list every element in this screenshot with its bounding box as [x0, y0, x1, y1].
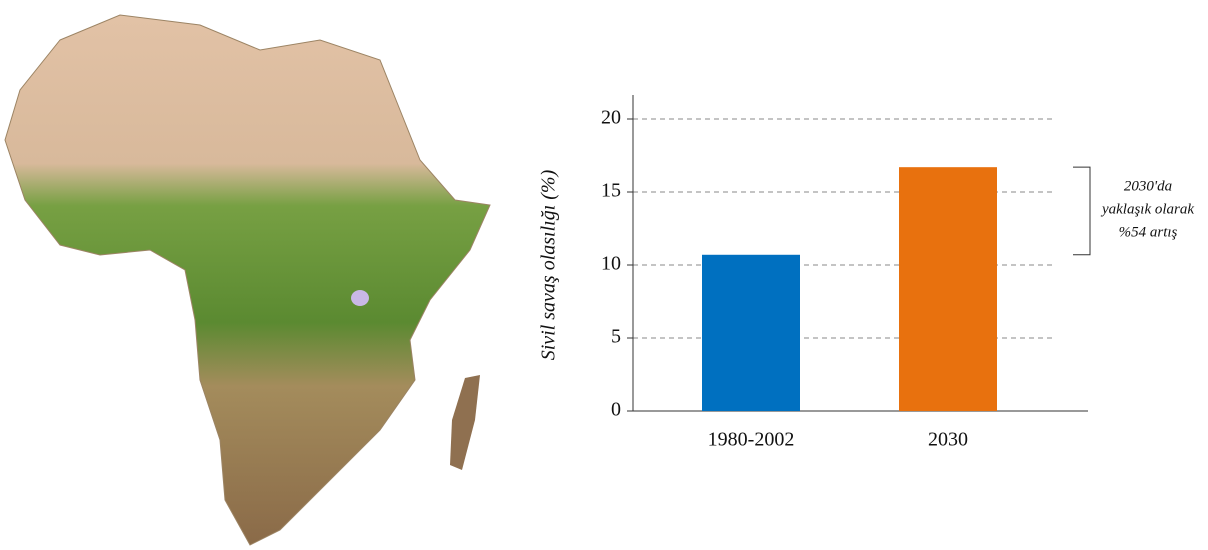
africa-map: [5, 15, 490, 545]
continent: [5, 15, 490, 545]
y-axis-label: Sivil savaş olasılığı (%): [538, 169, 560, 360]
x-tick-label: 2030: [928, 429, 968, 451]
y-tick-label: 0: [611, 399, 621, 421]
annotation: %54 artış: [1119, 224, 1178, 240]
y-tick-label: 20: [601, 107, 621, 129]
y-tick-label: 5: [611, 326, 621, 348]
x-tick-label: 1980-2002: [708, 429, 795, 451]
bracket: [1073, 167, 1090, 255]
bar: [899, 167, 997, 411]
lake: [351, 290, 369, 306]
madagascar: [450, 375, 480, 470]
y-tick-label: 10: [601, 253, 621, 275]
bar: [702, 255, 800, 411]
annotation: yaklaşık olarak: [1100, 201, 1194, 217]
page: Sivil savaş olasılığı (%) 0 5 10 15 20 1980-2…: [0, 0, 1208, 550]
chart: 0 5 10 15 20 1980-2002 2030 2030'da yaklaşık ola…: [601, 95, 1194, 451]
y-tick-label: 15: [601, 180, 621, 202]
annotation: 2030'da: [1124, 178, 1172, 194]
